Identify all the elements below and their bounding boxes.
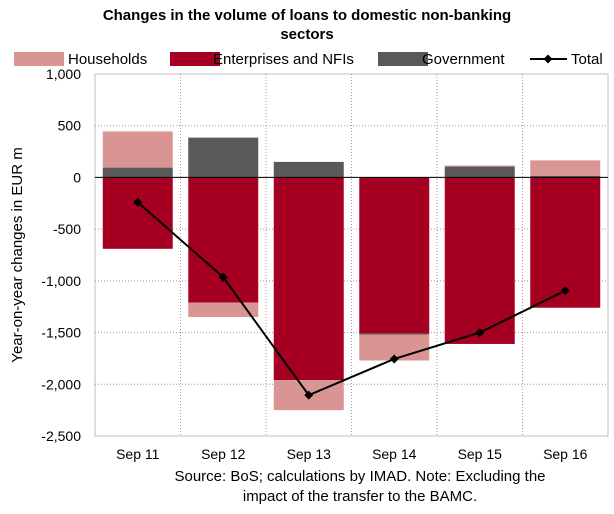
total-point [560, 286, 570, 296]
bar-enterprises-and-nfis [273, 177, 344, 381]
x-tick-label: Sep 14 [372, 446, 417, 462]
x-tick-label: Sep 13 [287, 446, 332, 462]
x-tick-label: Sep 11 [116, 446, 160, 462]
bar-government [444, 166, 515, 178]
chart-title-line-2: sectors [280, 26, 334, 43]
y-tick-label: -500 [53, 221, 81, 237]
chart-title: Changes in the volume of loans to domest… [0, 6, 614, 44]
bar-government [188, 137, 259, 178]
y-tick-label: 0 [73, 169, 81, 185]
x-tick-label: Sep 15 [458, 446, 503, 462]
y-tick-label: -2,500 [41, 428, 81, 444]
bar-households [444, 165, 515, 167]
source-line-1: Source: BoS; calculations by IMAD. Note:… [174, 468, 546, 485]
y-tick-label: -1,000 [41, 273, 81, 289]
bar-enterprises-and-nfis [359, 177, 430, 334]
legend-marker-total [543, 54, 553, 64]
bar-government [530, 175, 601, 178]
total-point [475, 328, 485, 338]
y-tick-label: 1,000 [46, 66, 81, 82]
x-tick-label: Sep 12 [201, 446, 246, 462]
y-tick-label: 500 [58, 118, 82, 134]
bar-enterprises-and-nfis [188, 177, 259, 303]
legend-swatch-government [378, 52, 428, 66]
legend-label-government: Government [422, 51, 505, 68]
bar-households [188, 302, 259, 318]
bar-government [102, 167, 173, 178]
legend-label-total: Total [571, 51, 603, 68]
bar-enterprises-and-nfis [530, 177, 601, 308]
legend-label-enterprises-and-nfis: Enterprises and NFIs [213, 51, 354, 68]
bar-enterprises-and-nfis [102, 177, 173, 249]
total-line [137, 201, 566, 397]
legend-label-households: Households [68, 51, 147, 68]
bar-households [530, 160, 601, 176]
total-point [304, 390, 314, 400]
legend-swatch-households [14, 52, 64, 66]
chart-source-note: Source: BoS; calculations by IMAD. Note:… [130, 467, 590, 507]
bar-households [102, 131, 173, 168]
source-line-2: impact of the transfer to the BAMC. [242, 488, 478, 505]
legend-swatch-enterprises-and-nfis [170, 52, 220, 66]
chart-title-line-1: Changes in the volume of loans to domest… [102, 7, 512, 24]
total-point [389, 354, 399, 364]
total-point [133, 197, 143, 207]
bar-government [359, 333, 430, 335]
total-point [218, 272, 228, 282]
x-tick-label: Sep 16 [543, 446, 588, 462]
bar-government [273, 161, 344, 178]
y-tick-label: -2,000 [41, 376, 81, 392]
y-axis-label: Year-on-year changes in EUR m [9, 147, 26, 362]
y-tick-label: -1,500 [41, 325, 81, 341]
bar-enterprises-and-nfis [444, 177, 515, 344]
